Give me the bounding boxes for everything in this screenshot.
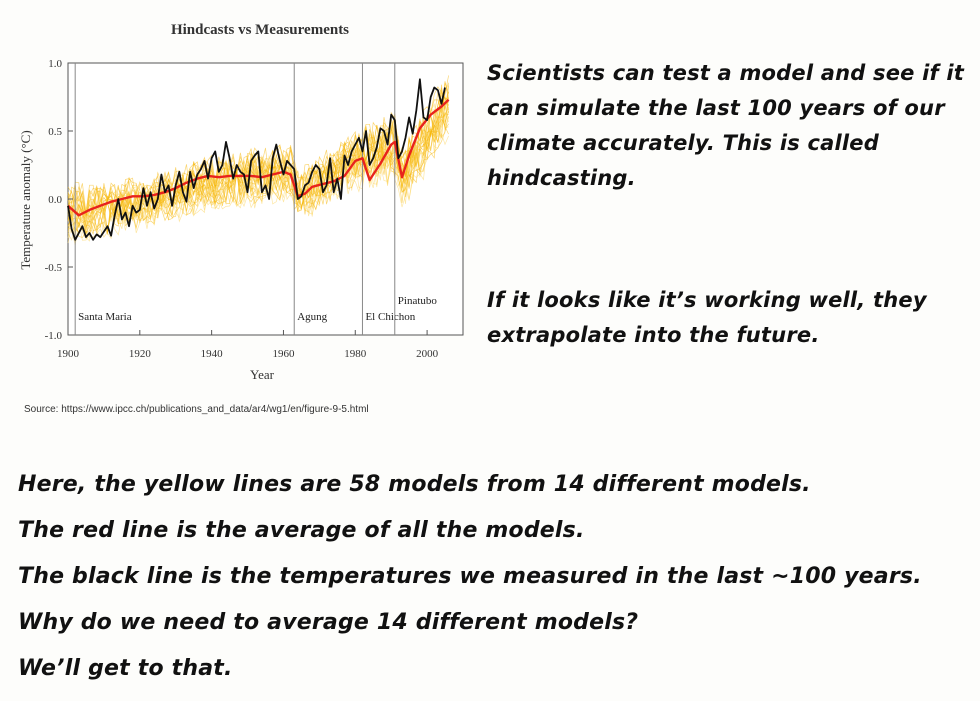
legend-explanation: Here, the yellow lines are 58 models fro…	[18, 462, 968, 692]
ensemble-model-line	[67, 84, 449, 216]
observation-line	[67, 78, 446, 241]
y-tick-label: -1.0	[45, 330, 63, 342]
x-tick-label: 2000	[416, 348, 439, 360]
x-tick-label: 1920	[129, 348, 152, 360]
event-label: El Chichon	[365, 311, 415, 323]
explanation-line: Here, the yellow lines are 58 models fro…	[18, 472, 811, 497]
event-label: Santa Maria	[78, 311, 132, 323]
extrapolation-note: If it looks like it’s working well, they…	[487, 288, 927, 347]
explanation-line: The red line is the average of all the m…	[18, 518, 585, 543]
event-label: Pinatubo	[398, 295, 438, 307]
x-tick-label: 1980	[344, 348, 367, 360]
explanation-line: Why do we need to average 14 different m…	[18, 610, 639, 635]
model-average-series	[67, 98, 450, 217]
explanation-line: The black line is the temperatures we me…	[18, 564, 922, 589]
event-label: Agung	[297, 311, 327, 323]
x-tick-label: 1940	[201, 348, 224, 360]
y-tick-label: 1.0	[48, 58, 62, 70]
ensemble-model-line	[67, 114, 449, 237]
event-lines: Santa Maria Agung El Chichon Pinatubo	[74, 63, 438, 335]
explanation-line: We’ll get to that.	[18, 656, 233, 681]
y-tick-label: 0.5	[48, 126, 62, 138]
y-tick-label: -0.5	[45, 262, 63, 274]
hindcast-explanation: Scientists can test a model and see if i…	[487, 61, 964, 190]
x-tick-label: 1960	[272, 348, 295, 360]
observations-series	[67, 78, 446, 241]
source-note: Source: https://www.ipcc.ch/publications…	[24, 404, 369, 415]
ensemble-model-line	[67, 103, 449, 222]
x-axis-label: Year	[250, 367, 275, 382]
axes: 1900 1920 1940 1960 1980 2000 -1.0 -0.5 0.0 0.5 1.…	[45, 58, 439, 360]
model-average-line	[67, 98, 450, 217]
y-axis-label: Temperature anomaly (°C)	[18, 130, 33, 269]
x-tick-label: 1900	[57, 348, 80, 360]
y-tick-label: 0.0	[48, 194, 62, 206]
chart-title: Hindcasts vs Measurements	[170, 22, 350, 38]
